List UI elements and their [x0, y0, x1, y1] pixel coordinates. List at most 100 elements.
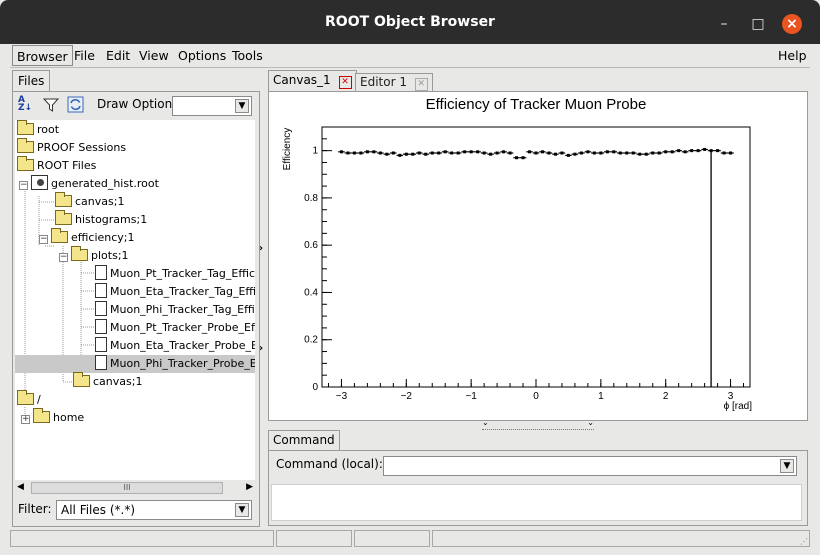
close-tab-icon[interactable]: ✕ — [338, 76, 352, 89]
tab-editor-1[interactable]: Editor 1 ✕ — [355, 73, 433, 92]
data-point — [508, 151, 512, 155]
horizontal-splitter[interactable]: ⌄ ⌄ — [482, 418, 594, 430]
data-point — [716, 149, 720, 153]
tree-item-root-files[interactable]: ROOT Files — [17, 156, 96, 175]
root-file-icon — [31, 175, 48, 190]
tree-item-slash[interactable]: / — [17, 390, 41, 409]
folder-open-icon — [71, 246, 88, 261]
data-point — [644, 152, 648, 156]
draw-option-label: Draw Option: — [97, 97, 177, 111]
status-field-2 — [276, 530, 352, 547]
maximize-icon[interactable]: □ — [751, 16, 765, 32]
splitter-down-icon[interactable]: ⌄ — [482, 418, 489, 427]
data-point — [437, 151, 441, 155]
folder-icon — [17, 120, 34, 135]
menu-bar: Browser File Edit View Options Tools Hel… — [10, 44, 810, 68]
tree-item-root[interactable]: root — [17, 120, 59, 139]
data-point — [424, 152, 428, 156]
data-point — [404, 152, 408, 156]
collapse-icon[interactable]: − — [19, 180, 28, 190]
tree-lines — [24, 183, 95, 418]
tree-item-efficiency[interactable]: − efficiency;1 — [39, 228, 135, 244]
tree-item-muon-eta-probe[interactable]: Muon_Eta_Tracker_Probe_Effic — [95, 337, 255, 355]
filter-combo[interactable]: All Files (*.*) ▼ — [56, 500, 252, 520]
collapse-icon[interactable]: − — [39, 234, 48, 244]
tree-item-histograms[interactable]: histograms;1 — [55, 210, 147, 229]
data-point — [482, 151, 486, 155]
y-tick-label: 0.8 — [304, 193, 318, 204]
tree-item-plots[interactable]: − plots;1 — [59, 246, 129, 262]
collapse-icon[interactable]: − — [59, 252, 68, 262]
y-tick-label: 0.4 — [304, 287, 318, 298]
tree-hscrollbar[interactable]: ◀ III ▶ — [15, 481, 255, 495]
x-tick-label: 0 — [533, 391, 539, 402]
refresh-icon[interactable] — [67, 96, 84, 113]
menu-help[interactable]: Help — [778, 48, 807, 63]
data-point — [430, 151, 434, 155]
draw-option-combo[interactable]: ▼ — [172, 96, 252, 116]
data-point — [560, 151, 564, 155]
tree-item-generated-hist[interactable]: − generated_hist.root — [19, 175, 159, 190]
scroll-left-icon[interactable]: ◀ — [17, 482, 24, 492]
menu-tools[interactable]: Tools — [232, 48, 263, 63]
plot-frame — [321, 126, 751, 388]
splitter-down-icon[interactable]: ⌄ — [587, 418, 594, 427]
data-point — [618, 151, 622, 155]
y-axis-label: Efficiency — [282, 128, 293, 171]
tree-item-proof-sessions[interactable]: PROOF Sessions — [17, 138, 126, 157]
menu-view[interactable]: View — [139, 48, 169, 63]
tree-item-muon-phi-tag[interactable]: Muon_Phi_Tracker_Tag_Efficie — [95, 301, 255, 319]
menu-file[interactable]: File — [74, 48, 95, 63]
expand-icon[interactable]: + — [21, 414, 30, 424]
tab-files[interactable]: Files — [12, 70, 51, 92]
data-point — [339, 150, 343, 154]
data-point — [443, 150, 447, 154]
chevron-down-icon[interactable]: ▼ — [235, 503, 249, 517]
tree-item-muon-pt-tag[interactable]: Muon_Pt_Tracker_Tag_Efficien — [95, 265, 255, 283]
data-point — [625, 151, 629, 155]
y-tick-label: 0.6 — [304, 240, 318, 251]
data-point — [573, 152, 577, 156]
data-point — [566, 153, 570, 157]
data-point — [703, 147, 707, 151]
close-icon[interactable]: × — [782, 14, 802, 34]
command-output[interactable] — [271, 484, 802, 521]
command-combo[interactable]: ▼ — [383, 456, 797, 476]
tree-item-canvas-2[interactable]: canvas;1 — [73, 372, 142, 391]
status-field-1 — [10, 530, 274, 547]
data-point — [372, 150, 376, 154]
minimize-icon[interactable]: – — [720, 16, 728, 32]
tree-item-muon-phi-probe[interactable]: Muon_Phi_Tracker_Probe_Effic — [15, 355, 255, 373]
menu-browser[interactable]: Browser — [12, 45, 73, 66]
tree-item-muon-eta-tag[interactable]: Muon_Eta_Tracker_Tag_Efficie — [95, 283, 255, 301]
scroll-right-icon[interactable]: ▶ — [246, 482, 253, 492]
sort-icon[interactable]: A Z↓ — [18, 95, 33, 113]
efficiency-plot[interactable]: Efficiency of Tracker Muon Probe Efficie… — [268, 91, 808, 421]
x-tick-label: −2 — [401, 391, 413, 402]
tree-item-canvas[interactable]: canvas;1 — [55, 192, 124, 211]
tree-item-muon-pt-probe[interactable]: Muon_Pt_Tracker_Probe_Effici — [95, 319, 255, 337]
data-point — [463, 150, 467, 154]
chevron-down-icon[interactable]: ▼ — [780, 459, 794, 473]
filter-icon[interactable] — [43, 97, 59, 113]
menu-options[interactable]: Options — [178, 48, 227, 63]
data-point — [664, 150, 668, 154]
chevron-down-icon[interactable]: ▼ — [235, 99, 249, 113]
folder-icon — [17, 156, 34, 171]
tab-command[interactable]: Command — [268, 430, 340, 451]
splitter-arrow-icon[interactable]: › — [259, 343, 264, 354]
document-icon — [95, 283, 107, 298]
data-point — [696, 149, 700, 153]
resize-grip-icon[interactable]: ⋰ — [800, 537, 808, 546]
tab-canvas-1[interactable]: Canvas_1 ✕ — [268, 70, 357, 92]
scroll-thumb[interactable]: III — [31, 482, 223, 494]
tree-item-home[interactable]: + home — [21, 408, 85, 424]
data-point — [489, 152, 493, 156]
status-field-4 — [432, 530, 810, 547]
close-tab-icon[interactable]: ✕ — [414, 78, 428, 91]
splitter-arrow-icon[interactable]: › — [259, 243, 264, 254]
menu-edit[interactable]: Edit — [106, 48, 131, 63]
document-icon — [95, 301, 107, 316]
data-point — [456, 151, 460, 155]
data-point — [579, 151, 583, 155]
